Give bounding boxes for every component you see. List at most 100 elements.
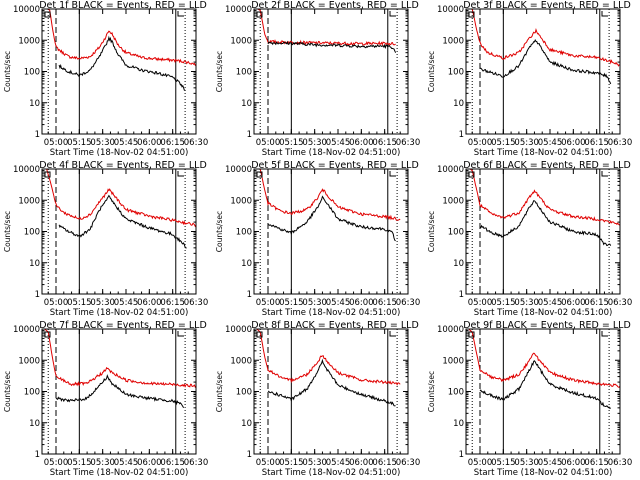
x-tick-label: 05:15 (279, 458, 304, 468)
chart-panel-8: Det 8f BLACK = Events, RED = LLD 1 10 100 10… (215, 320, 420, 478)
events-series-line (58, 35, 186, 91)
series-group (47, 9, 196, 91)
x-tick-label: 06:00 (137, 138, 162, 148)
x-tick-label: 05:45 (538, 298, 563, 308)
chart-panel-3: Det 3f BLACK = Events, RED = LLD 1 10 100 10… (427, 0, 632, 158)
start-marker-box (468, 171, 475, 178)
y-tick-label: 10000 (437, 5, 464, 15)
x-tick-label: 05:15 (67, 298, 92, 308)
x-axis-label: Start Time (18-Nov-02 04:51:00) (262, 468, 401, 478)
y-tick-label: 1 (35, 290, 40, 300)
plot-frame (41, 328, 197, 455)
start-marker-box (256, 11, 263, 18)
x-tick-label: 06:00 (137, 458, 162, 468)
events-series-line (480, 39, 612, 85)
start-marker-box (44, 11, 51, 18)
x-axis-label: Start Time (18-Nov-02 04:51:00) (262, 148, 401, 158)
x-tick-label: 05:15 (279, 138, 304, 148)
end-marker-bracket (389, 171, 396, 177)
chart-panel-7: Det 7f BLACK = Events, RED = LLD 1 10 100 10… (3, 320, 208, 478)
y-axis-label: Counts/sec (215, 211, 224, 252)
y-axis-label: Counts/sec (427, 51, 436, 92)
chart-title: Det 7f BLACK = Events, RED = LLD (39, 320, 207, 331)
x-tick-label: 05:30 (514, 138, 539, 148)
chart-title: Det 3f BLACK = Events, RED = LLD (463, 0, 631, 11)
x-tick-label: 06:30 (184, 138, 209, 148)
y-tick-label: 10000 (437, 325, 464, 335)
series-group (45, 169, 196, 249)
events-series-line (479, 360, 611, 410)
lld-series-line (45, 169, 196, 228)
y-tick-label: 10 (29, 419, 40, 429)
y-tick-label: 100 (236, 228, 252, 238)
y-tick-label: 10 (29, 259, 40, 269)
x-tick-label: 06:30 (396, 458, 421, 468)
x-tick-label: 05:00 (468, 458, 493, 468)
events-series-line (58, 194, 187, 249)
plot-frame (253, 8, 409, 135)
x-tick-label: 05:15 (491, 298, 516, 308)
x-axis-label: Start Time (18-Nov-02 04:51:00) (262, 308, 401, 318)
x-tick-label: 05:45 (114, 458, 139, 468)
plot-frame (253, 328, 409, 455)
x-tick-label: 06:15 (372, 458, 397, 468)
series-group (470, 9, 620, 85)
x-tick-label: 06:15 (160, 458, 185, 468)
x-tick-label: 05:00 (256, 138, 281, 148)
y-tick-label: 1000 (442, 356, 464, 366)
plot-frame (41, 168, 197, 295)
y-tick-label: 10 (241, 259, 252, 269)
end-marker-bracket (601, 11, 608, 17)
series-group (256, 9, 397, 53)
chart-panel-1: Det 1f BLACK = Events, RED = LLD 1 10 100 10… (3, 0, 208, 158)
end-marker-bracket (389, 11, 396, 17)
chart-title: Det 1f BLACK = Events, RED = LLD (39, 0, 207, 11)
x-tick-label: 06:30 (184, 298, 209, 308)
chart-panel-4: Det 4f BLACK = Events, RED = LLD 1 10 100 10… (3, 160, 208, 318)
y-tick-label: 1000 (442, 196, 464, 206)
x-axis-label: Start Time (18-Nov-02 04:51:00) (474, 468, 613, 478)
chart-title: Det 4f BLACK = Events, RED = LLD (39, 160, 207, 171)
series-group (469, 169, 620, 247)
y-tick-label: 1000 (230, 36, 252, 46)
events-series-line (267, 358, 396, 407)
x-tick-label: 06:00 (349, 298, 374, 308)
x-tick-label: 05:15 (67, 138, 92, 148)
lld-series-line (469, 169, 620, 226)
x-tick-label: 05:30 (514, 458, 539, 468)
x-tick-label: 06:15 (372, 298, 397, 308)
y-axis-label: Counts/sec (215, 371, 224, 412)
y-tick-label: 10 (241, 419, 252, 429)
start-marker-box (468, 331, 475, 338)
y-tick-label: 10 (241, 99, 252, 109)
y-tick-label: 10000 (225, 5, 252, 15)
series-group (468, 329, 620, 410)
y-tick-label: 1000 (230, 196, 252, 206)
y-tick-label: 1 (35, 130, 40, 140)
y-tick-label: 10000 (13, 5, 40, 15)
events-series-line (267, 195, 396, 242)
chart-panel-5: Det 5f BLACK = Events, RED = LLD 1 10 100 10… (215, 160, 420, 318)
x-tick-label: 06:00 (137, 298, 162, 308)
y-tick-label: 100 (448, 68, 464, 78)
x-tick-label: 06:15 (372, 138, 397, 148)
start-marker-box (44, 171, 51, 178)
x-tick-label: 06:30 (184, 458, 209, 468)
x-tick-label: 06:00 (349, 138, 374, 148)
x-tick-label: 05:45 (326, 138, 351, 148)
x-tick-label: 05:30 (302, 138, 327, 148)
x-tick-label: 05:30 (514, 298, 539, 308)
end-marker-bracket (601, 171, 608, 177)
plot-frame (465, 8, 621, 135)
lld-series-line (256, 329, 401, 386)
x-tick-label: 05:15 (279, 298, 304, 308)
x-tick-label: 05:00 (44, 458, 69, 468)
x-tick-label: 05:30 (90, 138, 115, 148)
x-tick-label: 06:00 (349, 458, 374, 468)
x-axis-label: Start Time (18-Nov-02 04:51:00) (474, 308, 613, 318)
y-axis-label: Counts/sec (3, 371, 12, 412)
start-marker-box (44, 331, 51, 338)
y-tick-label: 1 (459, 130, 464, 140)
x-tick-label: 05:45 (326, 298, 351, 308)
chart-title: Det 9f BLACK = Events, RED = LLD (463, 320, 631, 331)
